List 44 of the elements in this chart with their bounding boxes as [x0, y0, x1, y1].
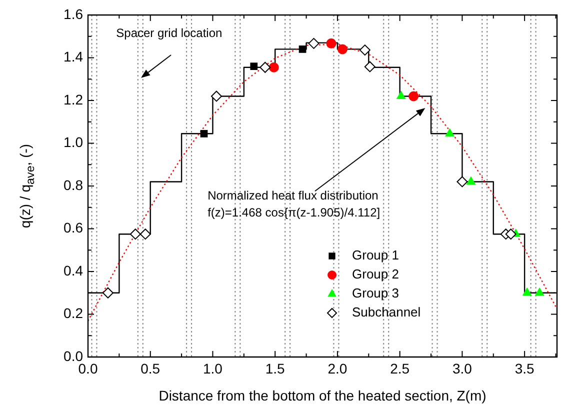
point — [359, 44, 370, 56]
point — [250, 62, 258, 70]
point — [522, 288, 532, 296]
point — [505, 228, 516, 240]
y-tick-label: 1.6 — [64, 6, 84, 22]
annotation: Normalized heat flux distribution f(z)=1.468 cos{π(z-1.905)/4.112] — [208, 188, 380, 220]
annotation: Spacer grid location — [116, 26, 222, 40]
legend-label: Group 1 — [352, 248, 399, 263]
legend-label: Subchannel — [352, 304, 421, 320]
point — [140, 228, 151, 240]
x-tick-label: 2.0 — [328, 360, 348, 376]
point — [445, 128, 454, 136]
x-tick-label: 3.0 — [452, 360, 472, 376]
point — [535, 288, 544, 296]
point — [466, 176, 476, 184]
y-tick-label: 0.8 — [64, 176, 84, 193]
point — [337, 44, 348, 54]
x-tick-label: 1.0 — [203, 360, 223, 376]
point — [408, 91, 419, 102]
point — [200, 130, 208, 138]
x-tick-label: 3.5 — [514, 360, 535, 376]
point — [210, 90, 222, 102]
legend-label: Group 2 — [352, 266, 399, 282]
point — [326, 38, 336, 48]
y-tick-label: 0.6 — [64, 220, 84, 236]
y-tick-label: 0.2 — [64, 305, 84, 322]
x-tick-label: 1.5 — [265, 360, 286, 376]
legend-label: Group 3 — [352, 286, 399, 301]
point — [102, 287, 114, 298]
x-axis-title: Distance from the bottom of the heated section, Z(m) — [158, 387, 486, 404]
point — [456, 176, 468, 188]
point — [298, 46, 306, 53]
x-tick-label: 0.5 — [140, 360, 160, 376]
y-tick-label: 0.4 — [64, 262, 84, 278]
x-tick-label: 2.5 — [390, 360, 410, 376]
point — [268, 62, 279, 72]
point — [364, 61, 376, 72]
point — [260, 62, 271, 73]
y-tick-label: 1.0 — [64, 134, 84, 150]
point — [396, 91, 406, 99]
point — [308, 38, 320, 49]
y-tick-label: 1.4 — [64, 48, 84, 65]
point — [130, 228, 141, 240]
y-tick-label: 1.2 — [64, 91, 84, 108]
